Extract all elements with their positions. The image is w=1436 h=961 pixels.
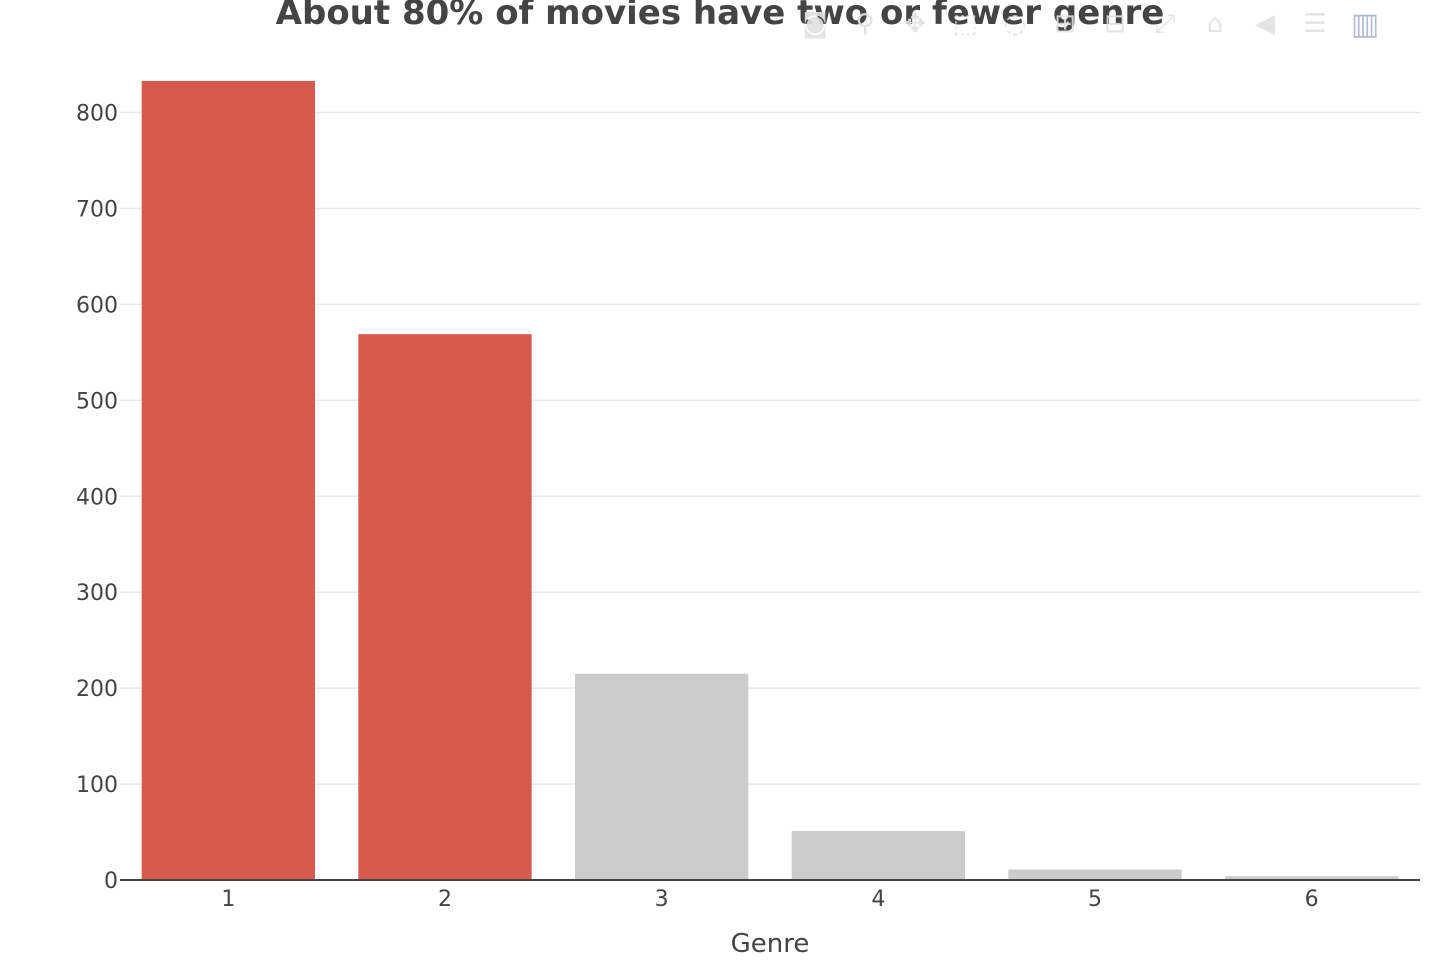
bar-genre-2[interactable]: [358, 334, 532, 880]
gridlines: [120, 111, 1420, 785]
bar-genre-5[interactable]: [1008, 869, 1182, 880]
modebar-toolbar: ◙ ⚲ ✥ ⬚ ◌ ⊞ ⊟ ⤢ ⌂ ◀ ☰ ▥: [800, 6, 1380, 42]
zoom-in-icon[interactable]: ⊞: [1054, 9, 1076, 39]
x-tick-label: 5: [1088, 887, 1102, 912]
bar-genre-1[interactable]: [141, 80, 315, 880]
x-axis-label: Genre: [731, 929, 810, 956]
pan-icon[interactable]: ✥: [904, 9, 926, 39]
y-tick-label: 0: [104, 869, 118, 894]
y-tick-label: 600: [76, 293, 118, 318]
y-tick-label: 500: [76, 389, 118, 414]
y-tick-label: 300: [76, 581, 118, 606]
bar-genre-6[interactable]: [1225, 876, 1399, 880]
x-tick-label: 6: [1305, 887, 1319, 912]
autoscale-icon[interactable]: ⤢: [1154, 8, 1176, 39]
x-tick-label: 1: [221, 887, 235, 912]
zoom-icon[interactable]: ⚲: [855, 9, 875, 39]
home-icon[interactable]: ⌂: [1206, 9, 1224, 39]
lasso-select-icon[interactable]: ◌: [1003, 9, 1027, 39]
zoom-out-icon[interactable]: ⊟: [1104, 9, 1126, 39]
y-tick-label: 200: [76, 677, 118, 702]
y-tick-label: 700: [76, 197, 118, 222]
box-select-icon[interactable]: ⬚: [952, 9, 978, 39]
chart-title: About 80% of movies have two or fewer ge…: [276, 0, 1165, 33]
plotly-logo-icon[interactable]: ▥: [1350, 6, 1380, 42]
x-tick-label: 4: [871, 887, 885, 912]
y-tick-label: 400: [76, 485, 118, 510]
bar-genre-4[interactable]: [791, 831, 965, 880]
x-tick-label: 2: [438, 887, 452, 912]
bar-genre-3[interactable]: [575, 673, 749, 880]
x-tick-labels: 1 2 3 4 5 6: [221, 887, 1318, 912]
compare-hover-icon[interactable]: ☰: [1303, 9, 1327, 39]
y-tick-label: 800: [76, 102, 118, 127]
x-tick-label: 3: [655, 887, 669, 912]
spike-lines-icon[interactable]: ◀: [1255, 9, 1275, 39]
bars: [141, 80, 1399, 880]
y-tick-labels: 0 100 200 300 400 500 600 700 800: [76, 102, 118, 894]
camera-icon[interactable]: ◙: [802, 9, 828, 39]
y-tick-label: 100: [76, 773, 118, 798]
